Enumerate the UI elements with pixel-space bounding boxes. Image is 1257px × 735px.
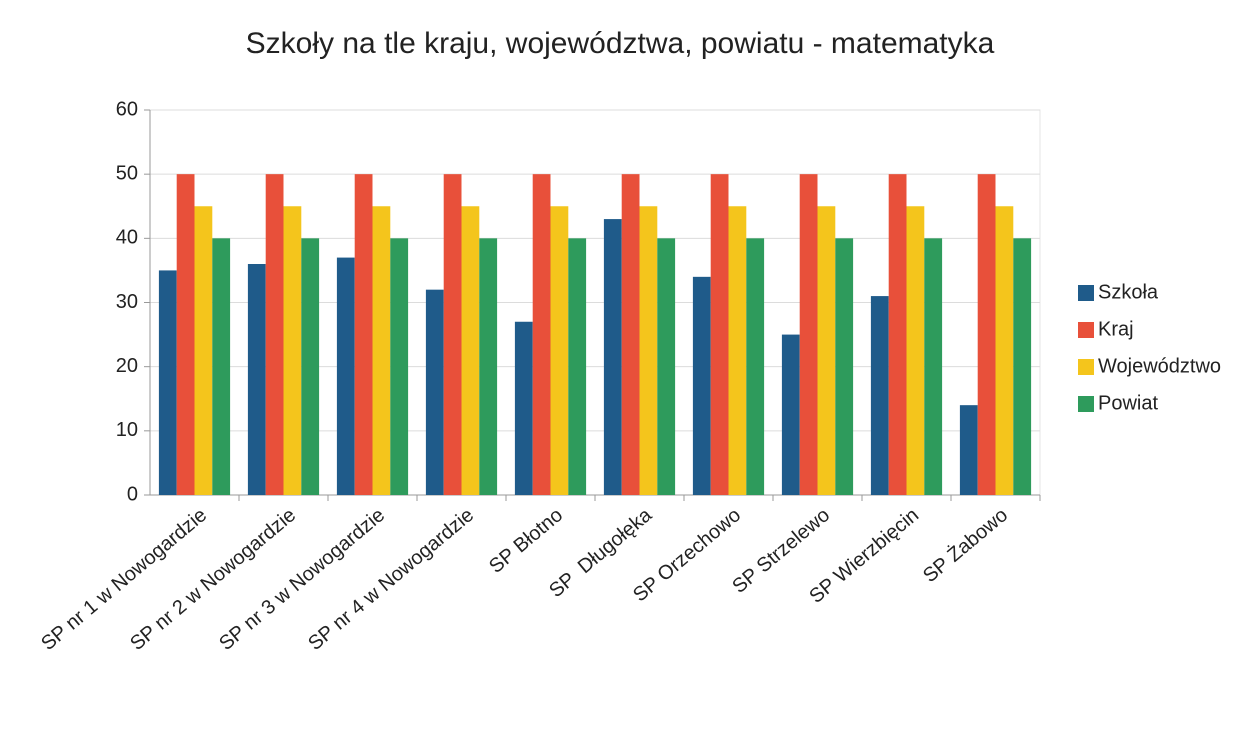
bar [799, 174, 818, 495]
x-tick-label: SP nr 2 w Nowogardzie [126, 504, 300, 655]
legend-label: Województwo [1098, 355, 1221, 377]
legend-swatch [1078, 322, 1094, 338]
bar [443, 174, 462, 495]
y-tick-label: 20 [116, 355, 138, 377]
x-tick-label: SP nr 3 w Nowogardzie [215, 504, 389, 655]
bar [194, 206, 213, 495]
bar [176, 174, 195, 495]
bar [995, 206, 1014, 495]
bar [710, 174, 729, 495]
bar [621, 174, 640, 495]
bar [372, 206, 391, 495]
y-tick-label: 0 [127, 483, 138, 505]
bar [425, 289, 444, 495]
y-tick-label: 60 [116, 98, 138, 120]
bar [265, 174, 284, 495]
bar [728, 206, 747, 495]
x-tick-label: SP Błotno [485, 504, 567, 578]
bar [479, 238, 498, 496]
legend-swatch [1078, 359, 1094, 375]
bar [301, 238, 320, 496]
legend-label: Kraj [1098, 318, 1134, 340]
bar [390, 238, 409, 496]
bar [247, 264, 266, 495]
legend-label: Powiat [1098, 392, 1158, 414]
bar [657, 238, 676, 496]
bar [603, 219, 622, 496]
bar [906, 206, 925, 495]
bar [870, 296, 889, 495]
x-tick-label: SP Żabowo [918, 503, 1012, 587]
bar [781, 334, 800, 495]
bar [354, 174, 373, 495]
y-tick-label: 50 [116, 162, 138, 184]
bar [835, 238, 854, 496]
legend-label: Szkoła [1098, 281, 1159, 303]
bar [283, 206, 302, 495]
bar [1013, 238, 1032, 496]
bar [924, 238, 943, 496]
x-tick-label: SP nr 1 w Nowogardzie [37, 504, 211, 655]
bar [158, 270, 177, 495]
y-tick-label: 30 [116, 291, 138, 313]
y-tick-label: 10 [116, 419, 138, 441]
bar [746, 238, 765, 496]
bar [532, 174, 551, 495]
x-tick-label: SP nr 4 w Nowogardzie [304, 504, 478, 655]
bar [888, 174, 907, 495]
legend-swatch [1078, 396, 1094, 412]
legend-swatch [1078, 285, 1094, 301]
bar [639, 206, 658, 495]
bar [568, 238, 587, 496]
bar [212, 238, 231, 496]
bar [692, 276, 711, 495]
chart-title: Szkoły na tle kraju, województwa, powiat… [246, 27, 995, 60]
bar [550, 206, 569, 495]
bar [959, 405, 978, 495]
y-tick-label: 40 [116, 227, 138, 249]
bar [336, 257, 355, 495]
bar [977, 174, 996, 495]
bar [461, 206, 480, 495]
bar [817, 206, 836, 495]
bar [514, 321, 533, 495]
